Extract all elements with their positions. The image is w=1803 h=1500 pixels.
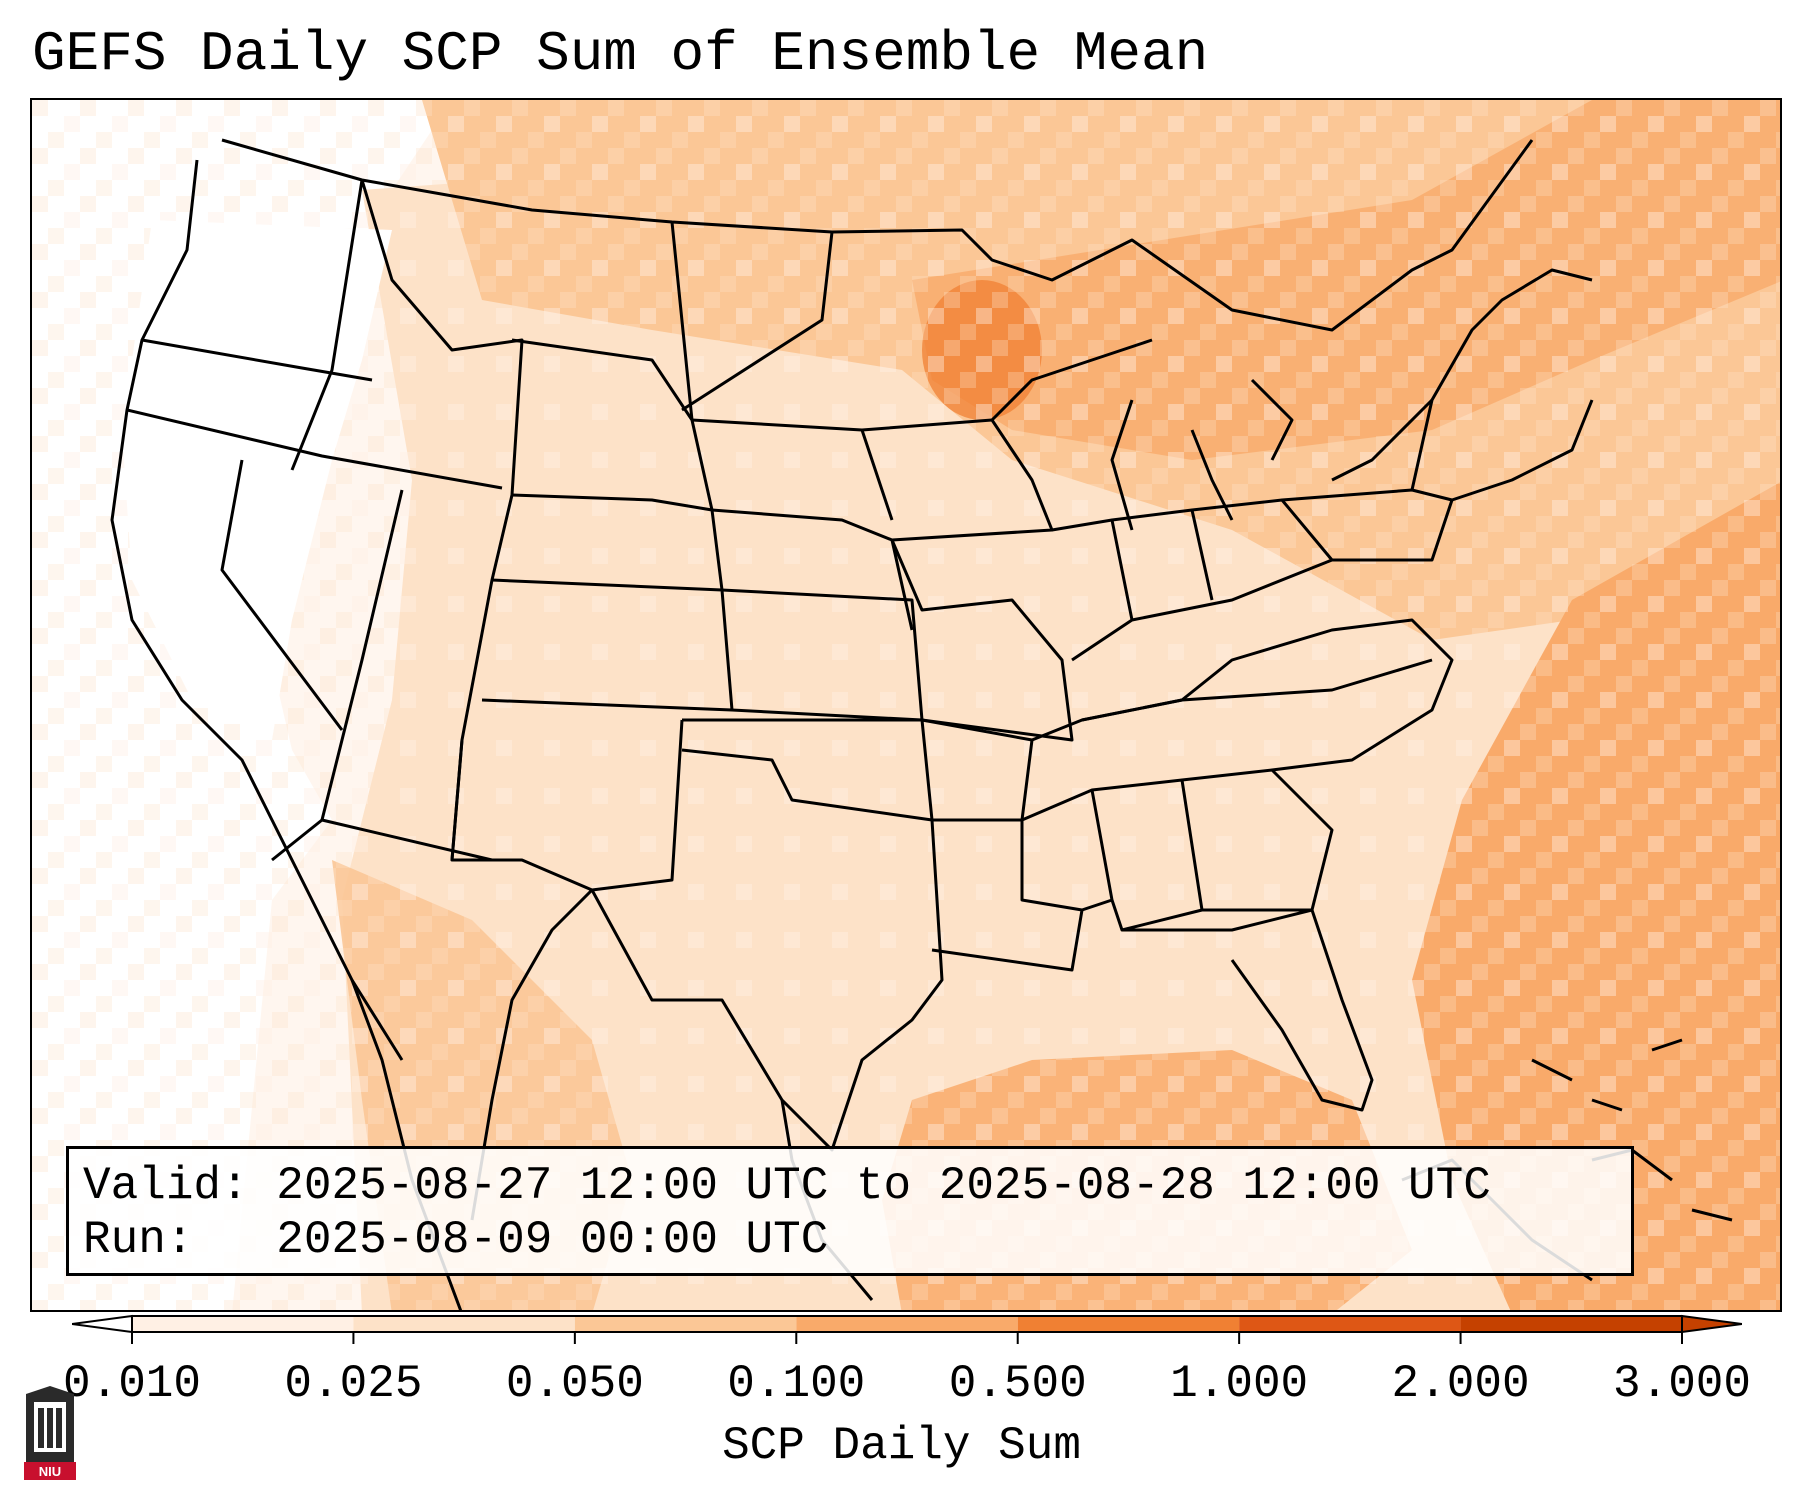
colorbar-outline (131, 1315, 1683, 1333)
colorbar-tick-label: 0.100 (727, 1358, 866, 1410)
colorbar-label: SCP Daily Sum (722, 1420, 1081, 1472)
map-panel (30, 98, 1782, 1312)
valid-value: 2025-08-27 12:00 UTC to 2025-08-28 12:00… (276, 1160, 1491, 1212)
colorbar-segment (796, 1316, 1018, 1332)
colorbar-tick-label: 1.000 (1170, 1358, 1309, 1410)
colorbar-tick-label: 0.050 (505, 1358, 644, 1410)
run-value: 2025-08-09 00:00 UTC (276, 1214, 829, 1266)
valid-line: Valid: 2025-08-27 12:00 UTC to 2025-08-2… (83, 1159, 1617, 1213)
colorbar (72, 1314, 1742, 1344)
colorbar-tick-label: 0.500 (948, 1358, 1087, 1410)
svg-text:NIU: NIU (39, 1464, 61, 1479)
colorbar-segment (574, 1316, 797, 1332)
valid-label: Valid: (83, 1160, 249, 1212)
colorbar-segment (132, 1316, 354, 1332)
colorbar-tick-label: 0.025 (284, 1358, 423, 1410)
colorbar-extend-high (1681, 1314, 1742, 1334)
colorbar-tick-label: 0.010 (62, 1358, 202, 1410)
niu-logo: NIU (24, 1386, 76, 1480)
colorbar-segment (1239, 1316, 1461, 1332)
colorbar-segment (1460, 1316, 1682, 1332)
valid-run-box: Valid: 2025-08-27 12:00 UTC to 2025-08-2… (66, 1146, 1634, 1276)
colorbar-tick-label: 3.000 (1612, 1358, 1752, 1410)
map-title: GEFS Daily SCP Sum of Ensemble Mean (32, 22, 1209, 86)
colorbar-tick-label: 2.000 (1391, 1358, 1530, 1410)
scp-shading (32, 100, 1780, 1310)
colorbar-extend-low (72, 1314, 133, 1334)
run-line: Run: 2025-08-09 00:00 UTC (83, 1213, 1617, 1267)
colorbar-segment (1017, 1316, 1240, 1332)
colorbar-segment (353, 1316, 575, 1332)
scp-map (32, 100, 1780, 1310)
run-label: Run: (83, 1214, 194, 1266)
boundary-lines (110, 138, 1733, 1310)
